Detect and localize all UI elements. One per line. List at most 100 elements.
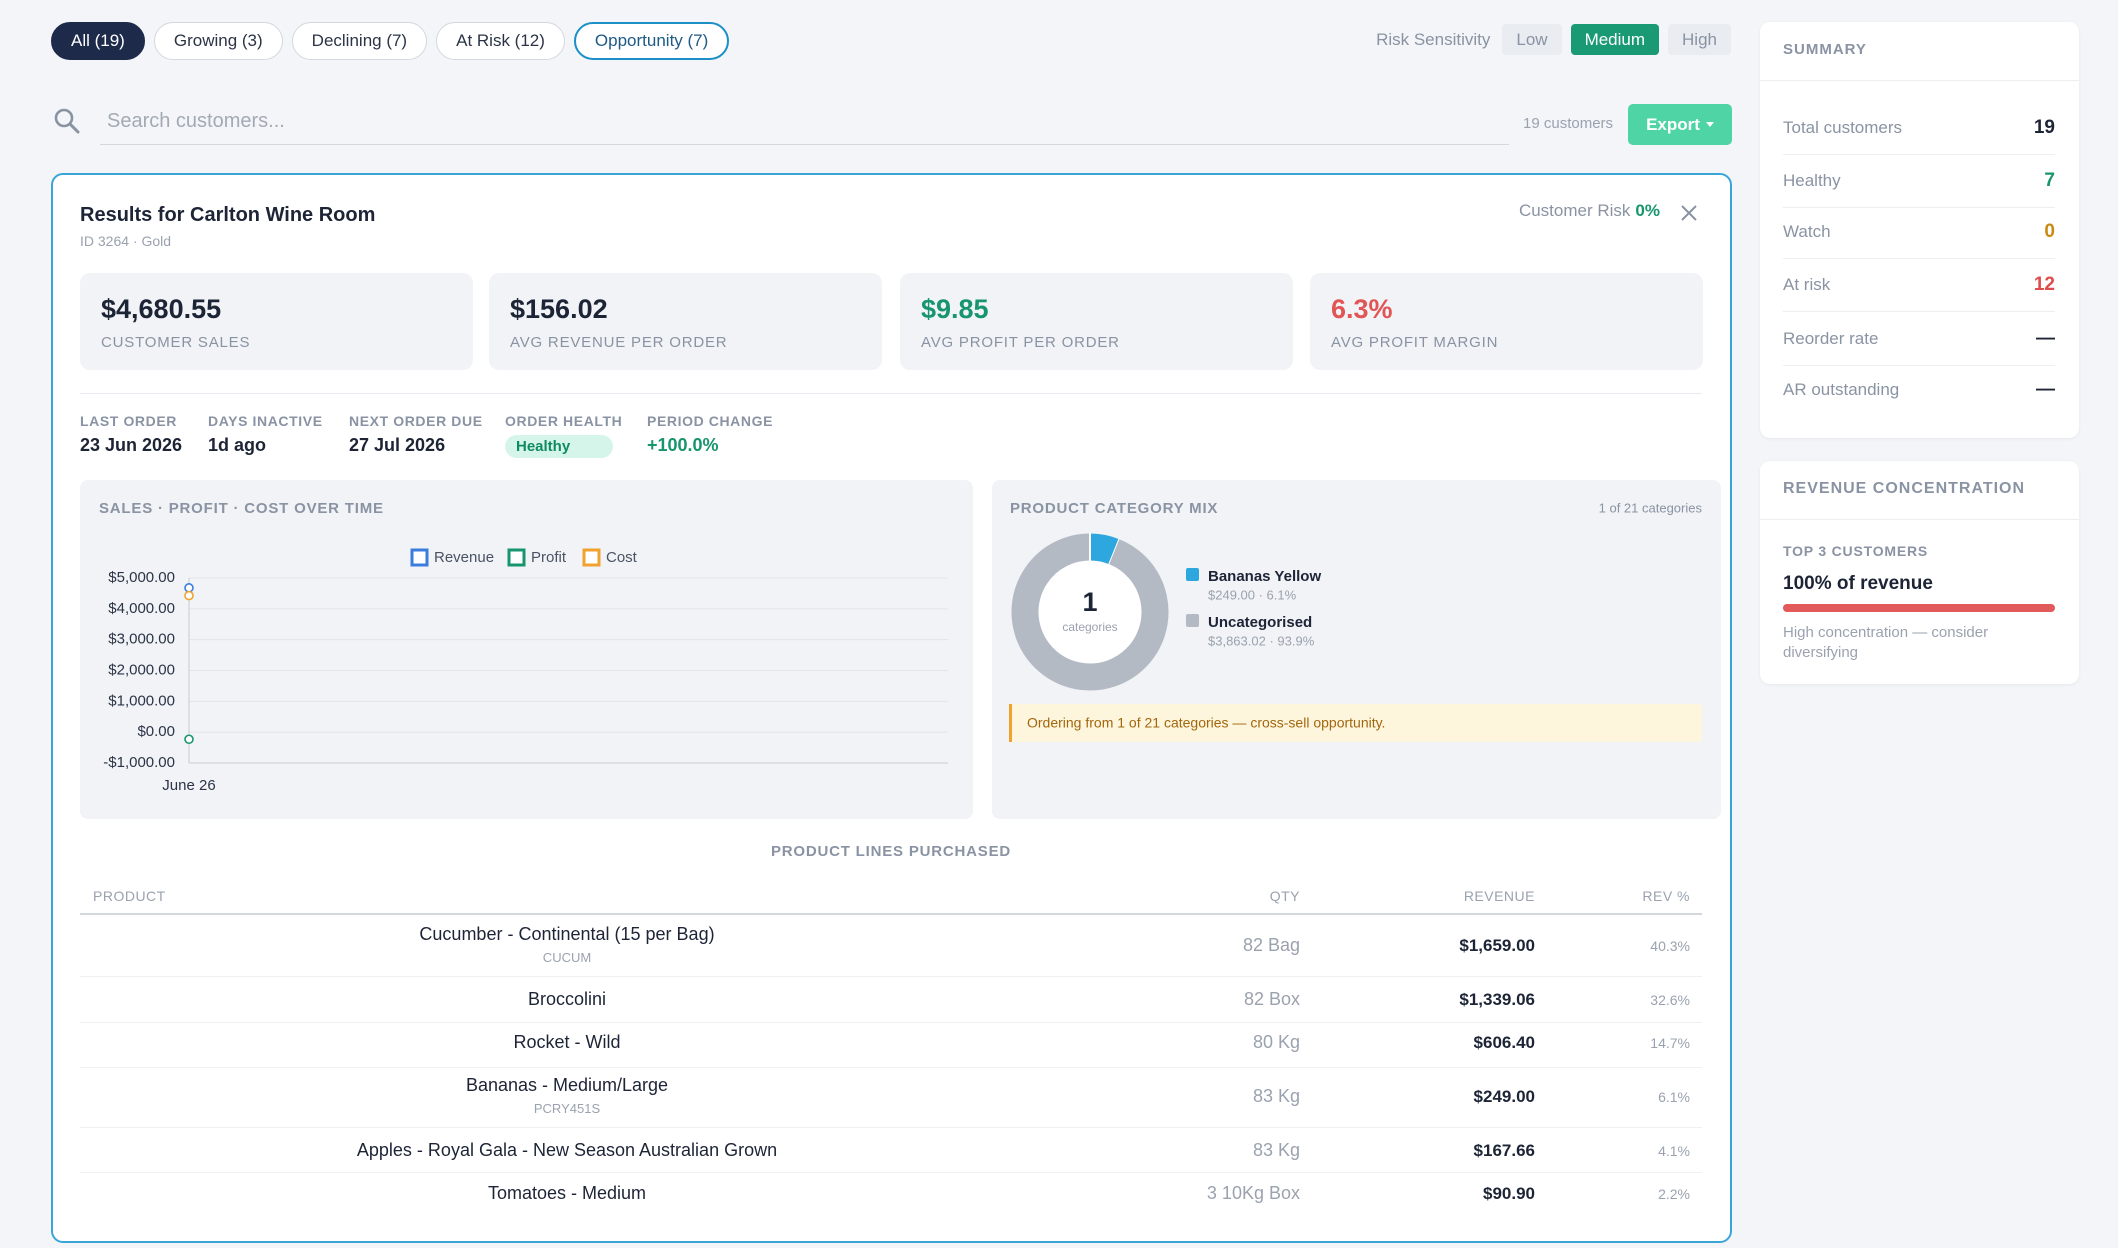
export-button[interactable]: Export	[1628, 104, 1732, 145]
risk-label: Risk Sensitivity	[1376, 29, 1491, 49]
quantity: 82 Box	[1243, 989, 1300, 1010]
filter-pill[interactable]: At Risk (12)	[436, 22, 565, 60]
fact-value: 27 Jul 2026	[349, 435, 446, 456]
y-tick-label: $4,000.00	[108, 600, 175, 617]
table-title: PRODUCT LINES PURCHASED	[770, 843, 1012, 860]
revenue: $90.90	[1483, 1183, 1535, 1203]
chart-title: PRODUCT CATEGORY MIX	[1010, 500, 1218, 517]
summary-value: —	[2036, 378, 2055, 400]
annotation-box	[1009, 704, 1702, 742]
x-tick-label: June 26	[162, 777, 215, 794]
column-header: REV %	[1642, 887, 1690, 904]
risk-option[interactable]: High	[1668, 24, 1731, 55]
filter-pill[interactable]: Opportunity (7)	[573, 22, 730, 60]
summary-label: Reorder rate	[1783, 328, 1879, 348]
kpi-value: $4,680.55	[101, 293, 222, 324]
chart-note: 1 of 21 categories	[1599, 500, 1703, 515]
donut-hole	[1038, 560, 1142, 664]
risk-option[interactable]: Medium	[1570, 24, 1660, 55]
detail-title: Results for Carlton Wine Room	[80, 204, 376, 226]
row-divider	[80, 1022, 1702, 1023]
revenue-share: 6.1%	[1658, 1088, 1690, 1105]
risk-option[interactable]: Low	[1502, 24, 1562, 55]
detail-subtitle: ID 3264 · Gold	[80, 232, 172, 249]
summary-row-divider	[1783, 154, 2055, 155]
data-point	[184, 734, 194, 745]
search-input[interactable]	[100, 100, 1509, 145]
summary-value: —	[2036, 327, 2055, 349]
quantity: 82 Bag	[1242, 935, 1300, 956]
filter-pill[interactable]: All (19)	[51, 22, 145, 60]
revenue-share: 2.2%	[1658, 1185, 1690, 1202]
summary-row-divider	[1783, 311, 2055, 312]
legend-swatch	[1186, 568, 1199, 581]
filter-pill[interactable]: Growing (3)	[153, 22, 283, 60]
row-divider	[80, 1127, 1702, 1128]
summary-label: AR outstanding	[1783, 379, 1900, 399]
summary-value: 7	[2044, 169, 2055, 191]
revenue-share: 32.6%	[1650, 991, 1690, 1008]
fact-label: DAYS INACTIVE	[208, 412, 323, 429]
table-header-line	[80, 913, 1702, 915]
column-header: REVENUE	[1463, 887, 1535, 904]
summary-row-divider	[1783, 365, 2055, 366]
donut-slice	[1089, 533, 1120, 565]
risk-sensitivity: Risk Sensitivity Low Medium High	[1376, 24, 1731, 55]
legend-label: Profit	[531, 549, 567, 566]
quantity: 80 Kg	[1252, 1032, 1300, 1053]
filter-bar: All (19) Growing (3) Declining (7) At Risk …	[51, 22, 730, 60]
kpi-label: AVG REVENUE PER ORDER	[510, 334, 728, 351]
annotation-bar	[1009, 704, 1012, 742]
concentration-note: High concentration — consider diversifyi…	[1783, 624, 1989, 661]
concentration-bar	[1783, 604, 2055, 612]
summary-label: Total customers	[1783, 117, 1903, 137]
summary-row-divider	[1783, 258, 2055, 259]
column-header: PRODUCT	[93, 887, 166, 904]
fact-value: 23 Jun 2026	[80, 435, 183, 456]
column-header: QTY	[1269, 887, 1300, 904]
product-name: Apples - Royal Gala - New Season Austral…	[356, 1140, 778, 1161]
product-name: Bananas - Medium/Large	[465, 1075, 669, 1096]
legend-label: Revenue	[434, 549, 494, 566]
health-badge	[505, 435, 613, 458]
close-button[interactable]	[1680, 204, 1698, 222]
risk-text: Customer Risk	[1518, 201, 1631, 220]
donut-center-value: 1	[1082, 587, 1097, 617]
legend-value: $249.00 · 6.1%	[1208, 587, 1297, 602]
revenue: $167.66	[1473, 1140, 1535, 1160]
y-tick-label: $0.00	[137, 723, 175, 740]
donut-center-label: categories	[1062, 620, 1117, 634]
legend-swatch	[582, 548, 601, 567]
summary-label: At risk	[1783, 274, 1831, 294]
filter-pill[interactable]: Declining (7)	[291, 22, 428, 60]
export-caret	[1705, 122, 1714, 127]
product-code: CUCUM	[542, 950, 592, 966]
quantity: 83 Kg	[1252, 1140, 1300, 1161]
fact-label: NEXT ORDER DUE	[349, 412, 483, 429]
kpi-label: CUSTOMER SALES	[101, 334, 251, 351]
revenue: $1,659.00	[1459, 935, 1535, 955]
search-placeholder: Search customers...	[107, 110, 285, 132]
quantity: 83 Kg	[1252, 1086, 1300, 1107]
kpi-card	[489, 273, 882, 370]
chart-title: SALES · PROFIT · COST OVER TIME	[99, 500, 384, 517]
concentration-value: 100% of revenue	[1783, 572, 1933, 594]
revenue: $1,339.06	[1459, 989, 1535, 1009]
fact-value: 1d ago	[208, 435, 267, 456]
kpi-label: AVG PROFIT MARGIN	[1331, 334, 1499, 351]
kpi-card	[80, 273, 473, 370]
summary-value: 12	[2033, 273, 2055, 295]
revenue: $606.40	[1473, 1032, 1535, 1052]
concentration-divider	[1760, 519, 2079, 520]
summary-divider	[1760, 80, 2079, 81]
fact-label: LAST ORDER	[80, 412, 177, 429]
product-code: PCRY451S	[533, 1101, 601, 1117]
revenue-share: 14.7%	[1650, 1034, 1690, 1051]
legend-label: Cost	[606, 549, 638, 566]
kpi-value: $9.85	[921, 293, 989, 324]
fact-value: +100.0%	[647, 435, 719, 456]
table-row	[80, 1129, 1702, 1173]
legend-label: Uncategorised	[1208, 614, 1312, 631]
legend-swatch	[507, 548, 526, 567]
